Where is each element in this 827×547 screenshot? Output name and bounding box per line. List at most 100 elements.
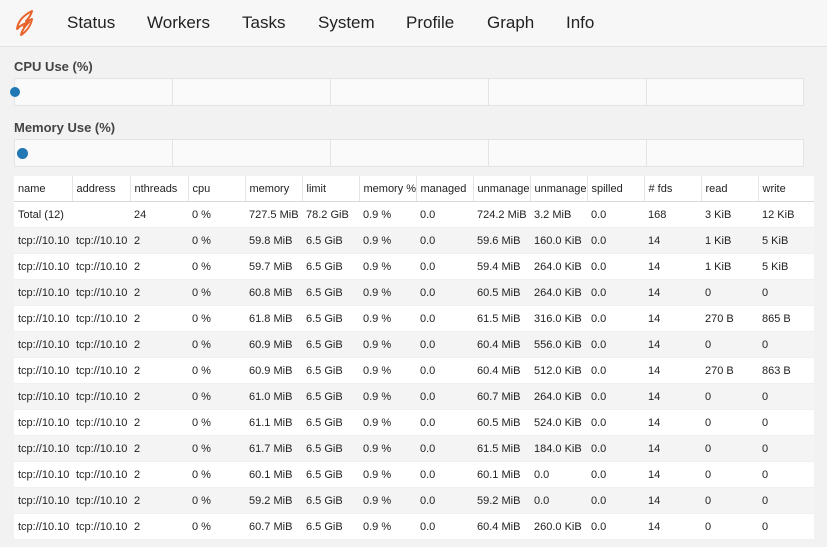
table-row: tcp://10.10 tcp://10.10 2 0 % 61.1 MiB 6.5 Gi… xyxy=(14,409,814,436)
table-cell: Total (12) xyxy=(14,201,72,228)
table-cell: 78.2 GiB xyxy=(302,201,359,228)
table-cell: 0.0 xyxy=(587,409,644,436)
table-cell: 5 KiB xyxy=(758,253,814,280)
nav-status[interactable]: Status xyxy=(67,13,116,32)
dask-logo-icon[interactable] xyxy=(12,9,38,37)
table-cell: 14 xyxy=(644,513,701,540)
nav-graph[interactable]: Graph xyxy=(487,13,535,32)
table-cell: 60.1 MiB xyxy=(473,461,530,488)
column-header[interactable]: memory % xyxy=(358,176,416,202)
table-cell: 0 xyxy=(758,435,814,462)
table-cell: tcp://10.10 xyxy=(14,409,72,436)
table-cell: 2 xyxy=(130,383,188,410)
table-cell: 0 xyxy=(701,331,758,358)
column-header[interactable]: limit xyxy=(301,176,359,202)
table-cell: 61.1 MiB xyxy=(245,409,302,436)
table-body: Total (12) 24 0 % 727.5 MiB 78.2 GiB 0.9 % 0.0… xyxy=(14,201,814,540)
table-cell: 863 B xyxy=(758,357,814,384)
table-total-row: Total (12) 24 0 % 727.5 MiB 78.2 GiB 0.9 % 0.0… xyxy=(14,201,814,228)
table-cell: 0.9 % xyxy=(359,305,416,332)
column-header[interactable]: cpu xyxy=(187,176,245,202)
table-cell: tcp://10.10 xyxy=(72,435,130,462)
table-cell: 160.0 KiB xyxy=(530,227,587,254)
table-cell: 2 xyxy=(130,331,188,358)
cpu-use-title: CPU Use (%) xyxy=(14,59,93,74)
table-row: tcp://10.10 tcp://10.10 2 0 % 60.1 MiB 6.5 Gi… xyxy=(14,461,814,488)
table-cell: 0.9 % xyxy=(359,383,416,410)
table-cell: 12 KiB xyxy=(758,201,814,228)
table-cell: tcp://10.10 xyxy=(14,305,72,332)
nav-profile[interactable]: Profile xyxy=(406,13,455,32)
table-cell: 61.7 MiB xyxy=(245,435,302,462)
table-cell: 14 xyxy=(644,253,701,280)
memory-use-marker xyxy=(17,148,28,159)
column-header[interactable]: name xyxy=(14,176,72,202)
table-cell: 6.5 GiB xyxy=(302,409,359,436)
table-cell: 5 KiB xyxy=(758,227,814,254)
table-cell: 0.0 xyxy=(416,201,473,228)
table-cell: 60.4 MiB xyxy=(473,357,530,384)
column-header[interactable]: spilled xyxy=(586,176,644,202)
nav-info[interactable]: Info xyxy=(566,13,595,32)
table-cell: 0.0 xyxy=(416,331,473,358)
table-cell: 270 B xyxy=(701,357,758,384)
column-header[interactable]: managed xyxy=(415,176,473,202)
table-cell: 865 B xyxy=(758,305,814,332)
column-header[interactable]: read xyxy=(700,176,758,202)
table-cell: 0 xyxy=(701,513,758,540)
table-cell: tcp://10.10 xyxy=(72,357,130,384)
table-cell: 0.0 xyxy=(587,305,644,332)
table-cell: 0 xyxy=(701,383,758,410)
table-cell: 3 KiB xyxy=(701,201,758,228)
table-cell: 14 xyxy=(644,305,701,332)
table-row: tcp://10.10 tcp://10.10 2 0 % 60.9 MiB 6.5 Gi… xyxy=(14,331,814,358)
table-cell: 60.5 MiB xyxy=(473,409,530,436)
column-header[interactable]: # fds xyxy=(643,176,701,202)
column-header[interactable]: nthreads xyxy=(129,176,188,202)
table-cell: 0.0 xyxy=(416,383,473,410)
table-cell: 0 xyxy=(758,279,814,306)
table-cell: 264.0 KiB xyxy=(530,383,587,410)
column-header[interactable]: memory xyxy=(244,176,302,202)
table-cell: 0 % xyxy=(188,383,245,410)
table-cell: 0.9 % xyxy=(359,331,416,358)
table-cell: 61.5 MiB xyxy=(473,305,530,332)
column-header[interactable]: write xyxy=(757,176,814,202)
table-cell: tcp://10.10 xyxy=(72,383,130,410)
table-cell xyxy=(72,201,130,228)
table-cell: 60.1 MiB xyxy=(245,461,302,488)
table-cell: 1 KiB xyxy=(701,253,758,280)
table-cell: 0 % xyxy=(188,409,245,436)
nav-system[interactable]: System xyxy=(318,13,375,32)
table-cell: 0 xyxy=(701,279,758,306)
table-cell: 0.0 xyxy=(587,487,644,514)
table-cell: 6.5 GiB xyxy=(302,331,359,358)
table-cell: 0.0 xyxy=(587,435,644,462)
table-cell: 0 % xyxy=(188,487,245,514)
table-cell: 0 % xyxy=(188,513,245,540)
table-cell: 60.4 MiB xyxy=(473,513,530,540)
nav-workers[interactable]: Workers xyxy=(147,13,210,32)
table-cell: 2 xyxy=(130,461,188,488)
table-cell: 0.9 % xyxy=(359,487,416,514)
table-cell: 0.0 xyxy=(587,279,644,306)
table-cell: 0.0 xyxy=(416,487,473,514)
nav-tasks[interactable]: Tasks xyxy=(242,13,286,32)
table-row: tcp://10.10 tcp://10.10 2 0 % 60.9 MiB 6.5 Gi… xyxy=(14,357,814,384)
table-cell: 0 xyxy=(701,461,758,488)
top-navbar: Status Workers Tasks System Profile Grap… xyxy=(0,0,827,47)
table-cell: 6.5 GiB xyxy=(302,357,359,384)
column-header[interactable]: unmanage xyxy=(472,176,530,202)
table-cell: 2 xyxy=(130,513,188,540)
table-cell: 61.8 MiB xyxy=(245,305,302,332)
table-cell: 60.8 MiB xyxy=(245,279,302,306)
table-cell: 0.0 xyxy=(587,253,644,280)
column-header[interactable]: unmanage xyxy=(529,176,587,202)
table-cell: 0 xyxy=(701,409,758,436)
table-cell: 59.7 MiB xyxy=(245,253,302,280)
table-cell: tcp://10.10 xyxy=(14,279,72,306)
table-cell: tcp://10.10 xyxy=(72,279,130,306)
table-cell: 0 % xyxy=(188,227,245,254)
table-row: tcp://10.10 tcp://10.10 2 0 % 61.7 MiB 6.5 Gi… xyxy=(14,435,814,462)
column-header[interactable]: address xyxy=(71,176,130,202)
